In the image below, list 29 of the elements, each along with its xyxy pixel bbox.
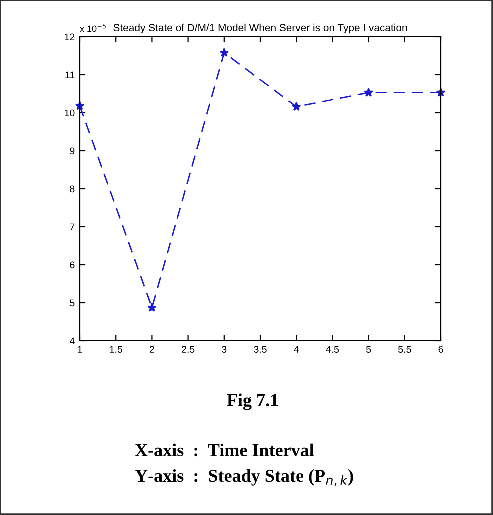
x-tick-label: 4 <box>294 346 300 353</box>
y-tick-label: 4 <box>70 338 75 345</box>
chart-title: Steady State of D/M/1 Model When Server is on Type I vacation <box>114 24 408 34</box>
y-tick-label: 12 <box>65 34 75 41</box>
text: x 10$^{−5}$ <box>80 24 106 32</box>
x-tick-label: 1 <box>78 346 82 353</box>
x-tick-label: 5.5 <box>398 346 412 353</box>
x-tick-label: 3.5 <box>254 346 267 353</box>
x-tick-label: 3 <box>222 346 227 353</box>
caption: Fig 7.1 <box>227 394 278 410</box>
text: X-axis : Time Interval <box>135 444 314 457</box>
x-tick-label: 2 <box>150 346 154 353</box>
point <box>292 102 302 111</box>
point <box>364 88 374 97</box>
x-tick-label: 2.5 <box>182 346 195 353</box>
x-tick-label: 4.5 <box>326 346 340 353</box>
point <box>220 48 230 58</box>
text: Y-axis : Steady State (P$_{n,k}$) <box>135 469 354 486</box>
x-tick-label: 5 <box>366 346 372 353</box>
point <box>148 303 157 312</box>
y-tick-label: 9 <box>70 148 75 155</box>
x-tick-label: 6 <box>438 346 444 353</box>
y-tick-label: 11 <box>66 72 75 79</box>
y-tick-label: 6 <box>70 262 75 269</box>
y-tick-label: 5 <box>70 300 75 307</box>
y-tick-label: 7 <box>70 224 75 231</box>
y-tick-label: 8 <box>70 186 75 193</box>
y-tick-label: 10 <box>65 110 75 117</box>
x-tick-label: 1.5 <box>110 346 122 353</box>
